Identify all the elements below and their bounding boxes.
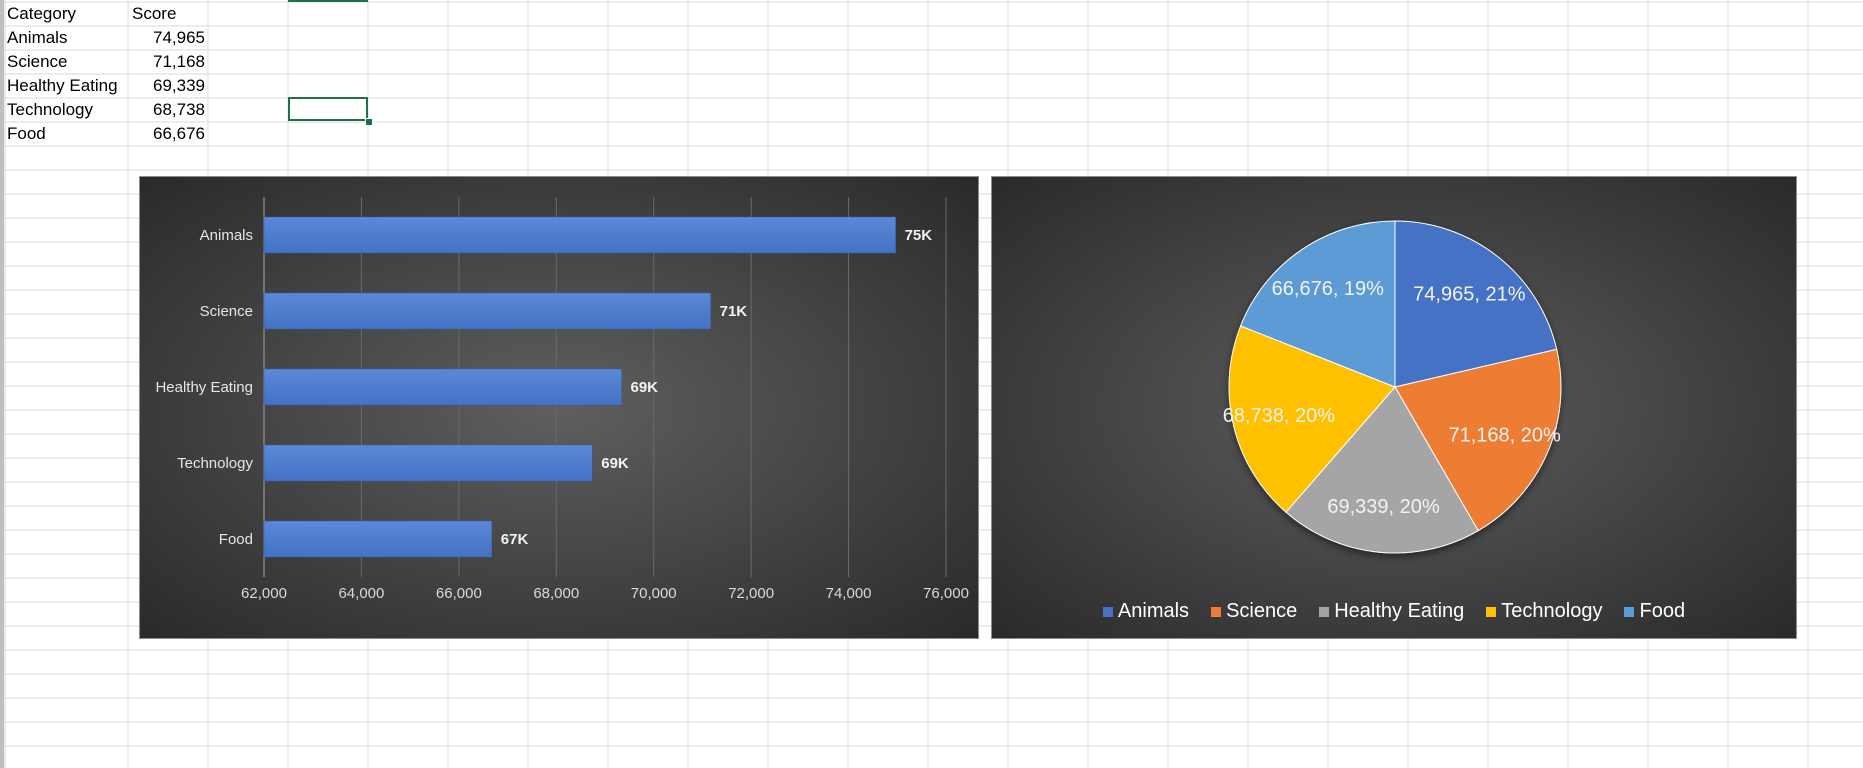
category-label: Animals — [200, 227, 253, 244]
cell-category-food[interactable]: Food — [7, 124, 46, 143]
legend-item: Science — [1211, 600, 1297, 623]
x-tick-label: 72,000 — [728, 585, 774, 602]
legend-swatch — [1102, 606, 1113, 617]
pie-slice — [1394, 348, 1562, 532]
bar — [263, 292, 711, 330]
bar-data-label: 71K — [720, 303, 748, 320]
cell-category-animals[interactable]: Animals — [7, 28, 68, 47]
bar — [263, 520, 493, 558]
category-label: Science — [200, 303, 253, 320]
bar-chart[interactable]: 62,000 64,000 66,000 68,000 70,000 72,000 74,0… — [139, 176, 979, 639]
x-tick-label: 64,000 — [338, 585, 384, 602]
x-tick-label: 70,000 — [631, 585, 677, 602]
cell-score-science[interactable]: 71,168 — [153, 52, 205, 71]
legend-swatch — [1624, 606, 1635, 617]
active-column-marker — [288, 0, 368, 2]
cell-category-science[interactable]: Science — [7, 52, 68, 71]
x-tick-label: 66,000 — [436, 585, 482, 602]
bar-chart-plot: 62,000 64,000 66,000 68,000 70,000 72,000 74,0… — [155, 197, 969, 602]
legend-item: Animals — [1102, 600, 1190, 623]
pie-chart[interactable]: 74,965, 21% 71,168, 20% 69,339, 20% 68,738,… — [991, 176, 1797, 639]
category-label: Technology — [177, 455, 253, 472]
legend-label: Food — [1639, 600, 1686, 622]
cell-score-food[interactable]: 66,676 — [153, 124, 205, 143]
legend-item: Technology — [1486, 600, 1602, 623]
pie-legend: Animals Science Healthy Eating Technology Fo… — [992, 600, 1796, 623]
x-tick-label: 68,000 — [533, 585, 579, 602]
bar-data-label: 69K — [601, 455, 629, 472]
pie-slices — [1228, 220, 1562, 554]
pie-data-label: 74,965, 21% — [1413, 283, 1526, 305]
cell-score-animals[interactable]: 74,965 — [153, 28, 205, 47]
x-tick-label: 74,000 — [826, 585, 872, 602]
pie-data-label: 68,738, 20% — [1223, 405, 1336, 427]
legend-swatch — [1319, 606, 1330, 617]
bar-data-label: 75K — [905, 227, 933, 244]
legend-label: Technology — [1501, 600, 1603, 622]
legend-item: Healthy Eating — [1319, 600, 1464, 623]
pie-data-label: 66,676, 19% — [1272, 278, 1385, 300]
pie-slice — [1394, 220, 1558, 388]
legend-swatch — [1211, 606, 1222, 617]
fill-handle[interactable] — [365, 118, 373, 126]
cell-category-healthy-eating[interactable]: Healthy Eating — [7, 76, 118, 95]
cell-score-healthy-eating[interactable]: 69,339 — [153, 76, 205, 95]
bar-data-label: 67K — [501, 531, 529, 548]
bar-data-label: 69K — [631, 379, 659, 396]
pie-slice — [1228, 325, 1396, 513]
header-cell-category[interactable]: Category — [7, 4, 76, 23]
header-cell-score[interactable]: Score — [132, 4, 177, 23]
category-label: Food — [219, 531, 253, 548]
pie-chart-plot: 74,965, 21% 71,168, 20% 69,339, 20% 68,738,… — [1223, 220, 1562, 554]
legend-label: Science — [1226, 600, 1298, 622]
category-label: Healthy Eating — [155, 379, 253, 396]
active-cell-selection[interactable] — [288, 97, 368, 121]
bar — [263, 444, 593, 482]
bar — [263, 368, 622, 406]
cell-category-technology[interactable]: Technology — [7, 100, 94, 119]
bar — [263, 216, 896, 254]
x-tick-label: 62,000 — [241, 585, 287, 602]
pie-data-label: 69,339, 20% — [1327, 496, 1440, 518]
legend-item: Food — [1624, 600, 1685, 623]
pie-data-label: 71,168, 20% — [1449, 425, 1562, 447]
legend-label: Healthy Eating — [1334, 600, 1465, 622]
legend-label: Animals — [1117, 600, 1190, 622]
x-tick-label: 76,000 — [923, 585, 969, 602]
pie-slice — [1239, 220, 1396, 388]
legend-swatch — [1486, 606, 1497, 617]
pie-slice — [1285, 386, 1479, 554]
row-header-edge — [0, 0, 4, 768]
cell-score-technology[interactable]: 68,738 — [153, 100, 205, 119]
